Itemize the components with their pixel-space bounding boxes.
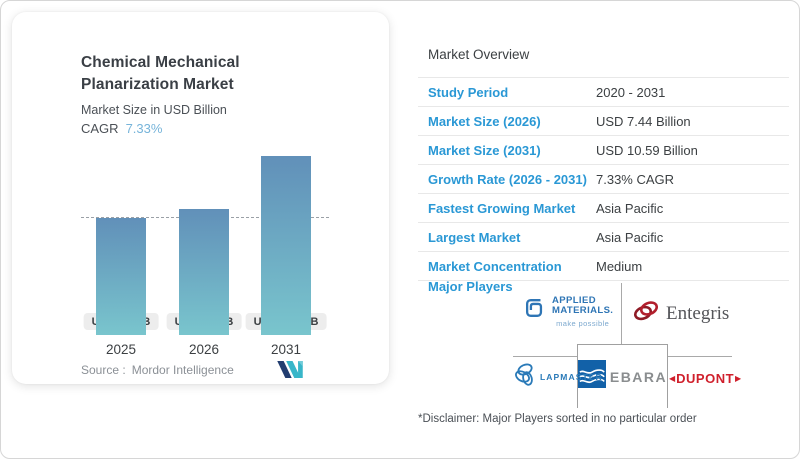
source-label: Source : [81,363,126,377]
applied-materials-spiral-icon [523,296,546,328]
chart-header: Chemical Mechanical Planarization Market… [81,52,336,136]
applied-tagline: make possible [556,318,610,328]
dupont-left-triangle-icon: ◀ [669,373,676,383]
logo-lapmaster: LAPMASTER [514,360,603,393]
row-label: Growth Rate (2026 - 2031) [428,171,587,187]
lapmaster-wordmark: LAPMASTER [540,371,603,382]
row-label: Market Size (2031) [428,142,541,158]
table-row-market-size-2026: Market Size (2026) USD 7.44 Billion [418,107,789,136]
overview-table: Study Period 2020 - 2031 Market Size (20… [418,77,789,281]
x-tick-2031: 2031 [270,342,302,357]
ebara-wordmark: EBARA [609,368,668,385]
row-value: 7.33% CAGR [596,171,675,187]
row-label: Fastest Growing Market [428,200,576,216]
disclaimer-text: *Disclaimer: Major Players sorted in no … [418,413,697,425]
cagr-label: CAGR [81,121,119,136]
table-row-market-concentration: Market Concentration Medium [418,252,789,281]
row-value: USD 10.59 Billion [596,142,698,158]
ebara-waves-icon [577,360,606,393]
logo-grid-horizontal-divider-right [666,356,732,357]
logo-grid-horizontal-divider-left [513,356,577,357]
row-value: Asia Pacific [596,200,664,216]
row-label: Largest Market [428,229,521,245]
table-row-market-size-2031: Market Size (2031) USD 10.59 Billion [418,136,789,165]
chart-title: Chemical Mechanical Planarization Market [81,54,240,93]
logo-entegris: Entegris [632,298,729,329]
entegris-rings-icon [632,298,662,329]
dupont-right-triangle-icon: ▶ [735,373,742,383]
overview-title: Market Overview [428,47,530,62]
logo-ebara: EBARA [577,344,668,408]
bar-2025 [96,217,146,335]
cagr-value: 7.33% [125,121,163,136]
x-tick-2025: 2025 [105,342,137,357]
table-row-study-period: Study Period 2020 - 2031 [418,78,789,107]
table-row-largest-market: Largest Market Asia Pacific [418,223,789,252]
bar-2026 [179,209,229,335]
lapmaster-rings-icon [514,360,539,393]
market-overview-panel: Market Overview Study Period 2020 - 2031… [411,1,799,458]
table-row-fastest-growing-market: Fastest Growing Market Asia Pacific [418,194,789,223]
table-row-growth-rate: Growth Rate (2026 - 2031) 7.33% CAGR [418,165,789,194]
applied-line1: APPLIED [552,295,596,306]
major-players-label: Major Players [428,279,513,294]
mordor-intelligence-logo-icon [277,361,303,378]
source-line: Source : Mordor Intelligence [81,363,234,377]
logo-dupont: ◀ DUPONT ▶ [669,371,741,386]
row-value: USD 7.44 Billion [596,113,691,129]
row-value: Asia Pacific [596,229,664,245]
dupont-wordmark: DUPONT [676,371,735,386]
chart-subtitle: Market Size in USD Billion [81,103,227,117]
source-value: Mordor Intelligence [131,363,234,377]
entegris-wordmark: Entegris [666,302,730,324]
cagr-line: CAGR 7.33% [81,121,336,136]
chart-card: Chemical Mechanical Planarization Market… [12,12,389,384]
applied-line2: MATERIALS. [552,304,614,316]
row-label: Market Concentration [428,258,562,274]
applied-materials-wordmark: APPLIED MATERIALS. make possible [552,296,613,328]
bar-2031 [261,156,311,335]
logo-applied-materials: APPLIED MATERIALS. make possible [523,296,613,328]
row-value: 2020 - 2031 [596,84,666,100]
row-value: Medium [596,258,643,274]
row-label: Study Period [428,84,509,100]
row-label: Market Size (2026) [428,113,541,129]
bar-chart: USD 6.93 B 2025 USD 7.44 B 2026 USD 10.5… [32,122,369,384]
logo-grid-vertical-divider [621,283,622,344]
x-tick-2026: 2026 [188,342,220,357]
